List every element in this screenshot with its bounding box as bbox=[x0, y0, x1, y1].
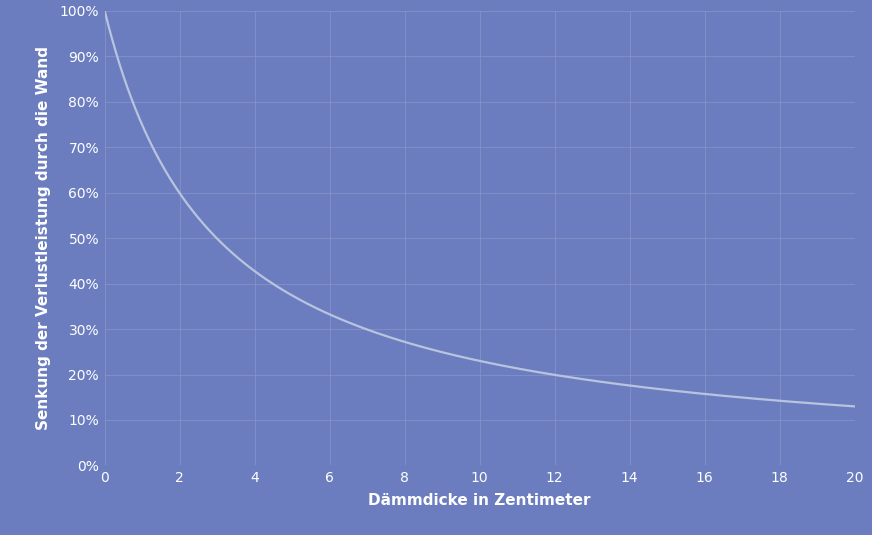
Y-axis label: Senkung der Verlustleistung durch die Wand: Senkung der Verlustleistung durch die Wa… bbox=[37, 46, 51, 430]
X-axis label: Dämmdicke in Zentimeter: Dämmdicke in Zentimeter bbox=[368, 493, 591, 508]
